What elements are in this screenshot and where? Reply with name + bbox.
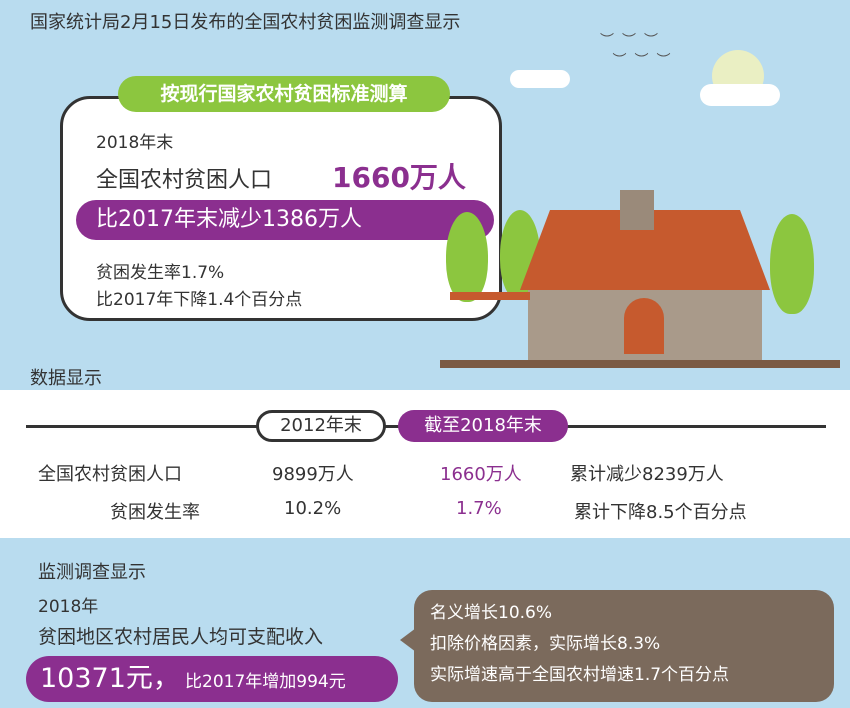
house-icon <box>440 190 840 370</box>
headline: 国家统计局2月15日发布的全国农村贫困监测调查显示 <box>30 12 461 33</box>
survey-year: 2018年 <box>38 597 99 617</box>
income-banner: 10371元， 比2017年增加994元 <box>26 656 398 702</box>
tree-icon <box>446 212 488 302</box>
income-increase: 比2017年增加994元 <box>185 672 346 692</box>
column-header-2018: 截至2018年末 <box>398 410 568 442</box>
population-value: 1660万人 <box>332 161 466 194</box>
rate-decrease: 比2017年下降1.4个百分点 <box>96 290 303 310</box>
bubble-line: 实际增速高于全国农村增速1.7个百分点 <box>430 665 730 685</box>
value-2012: 9899万人 <box>272 464 354 485</box>
income-label: 贫困地区农村居民人均可支配收入 <box>38 626 324 648</box>
bubble-tail <box>400 628 416 652</box>
bubble-line: 名义增长10.6% <box>430 603 553 623</box>
birds-icon: ︶︶︶ ︶︶︶ <box>600 33 679 69</box>
survey-heading: 监测调查显示 <box>38 562 146 583</box>
column-header-2012: 2012年末 <box>256 410 386 442</box>
growth-bubble: 名义增长10.6% 扣除价格因素，实际增长8.3% 实际增速高于全国农村增速1.… <box>414 590 834 702</box>
year-end-label: 2018年末 <box>96 133 174 153</box>
change-value: 累计减少8239万人 <box>570 464 724 485</box>
row-label: 贫困发生率 <box>110 502 200 523</box>
change-value: 累计下降8.5个百分点 <box>574 502 747 523</box>
value-2018: 1660万人 <box>440 464 522 485</box>
tree-icon <box>770 214 814 314</box>
population-label: 全国农村贫困人口 <box>96 168 273 193</box>
decrease-banner: 比2017年末减少1386万人 <box>76 200 494 240</box>
cloud-icon <box>700 84 780 106</box>
bubble-line: 扣除价格因素，实际增长8.3% <box>430 634 661 654</box>
poverty-rate: 贫困发生率1.7% <box>96 263 225 283</box>
data-section-heading: 数据显示 <box>30 368 102 389</box>
standard-pill: 按现行国家农村贫困标准测算 <box>118 76 450 112</box>
row-label: 全国农村贫困人口 <box>38 464 182 485</box>
cloud-icon <box>510 70 570 88</box>
value-2012: 10.2% <box>284 498 342 519</box>
income-value: 10371元， <box>40 663 180 694</box>
value-2018: 1.7% <box>456 498 502 519</box>
